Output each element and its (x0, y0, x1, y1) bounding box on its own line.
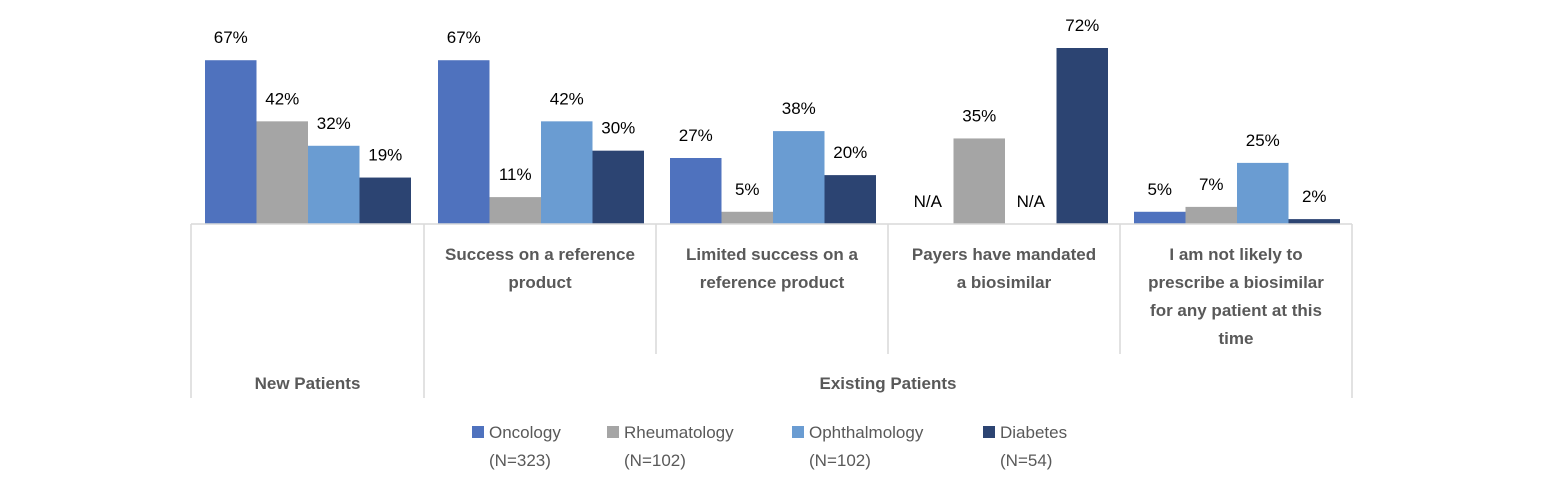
category-labels-layer: Success on a reference product Limited suc… (445, 245, 1324, 348)
bar-value-label: 38% (782, 99, 816, 118)
legend-sample-size: (N=102) (624, 451, 686, 470)
bar (773, 131, 825, 224)
group-label: New Patients (255, 374, 361, 393)
bar-value-label: 67% (214, 28, 248, 47)
bar-value-label: 19% (368, 146, 402, 165)
bar-value-label: 32% (317, 114, 351, 133)
bar (308, 145, 360, 224)
category-tick-label: time (1219, 329, 1254, 348)
bar (592, 150, 644, 224)
category-tick-label: Payers have mandated (912, 245, 1096, 264)
legend-swatch (472, 426, 484, 438)
bar (670, 158, 722, 224)
bar (953, 138, 1005, 224)
bar-value-label: 7% (1199, 175, 1224, 194)
bar-value-label: 20% (833, 143, 867, 162)
category-dividers (190, 223, 1353, 398)
category-tick-label: Limited success on a (686, 245, 858, 264)
bar-value-label: N/A (1017, 192, 1046, 211)
bar-value-label: 11% (499, 165, 532, 184)
bar (1237, 162, 1289, 224)
bar (824, 175, 876, 224)
bar (489, 197, 541, 224)
category-tick-label: a biosimilar (957, 273, 1052, 292)
legend-sample-size: (N=323) (489, 451, 551, 470)
legend-label: Diabetes (1000, 423, 1067, 442)
category-tick-label: prescribe a biosimilar (1148, 273, 1324, 292)
bar-value-label: 30% (601, 119, 635, 138)
bar-labels-layer: 67% 42% 32% 19% 67% 11% 42% 30% 27% 5% 38% 20% N/A 35… (214, 16, 1327, 211)
bar (438, 60, 490, 224)
bar (256, 121, 308, 224)
legend-label: Oncology (489, 423, 561, 442)
bar-value-label: 72% (1065, 16, 1099, 35)
bar-value-label: 25% (1246, 131, 1280, 150)
bar-value-label: 5% (1147, 180, 1172, 199)
bars-layer (205, 48, 1340, 224)
category-tick-label: for any patient at this (1150, 301, 1322, 320)
legend-label: Ophthalmology (809, 423, 924, 442)
category-tick-label: I am not likely to (1169, 245, 1302, 264)
bar (721, 211, 773, 224)
bar (1056, 48, 1108, 224)
bar (1185, 206, 1237, 224)
bar-value-label: 35% (962, 106, 996, 125)
bar-value-label: 67% (447, 28, 481, 47)
bar-value-label: N/A (914, 192, 943, 211)
category-tick-label: product (508, 273, 572, 292)
bar-value-label: 42% (265, 89, 299, 108)
bar (541, 121, 593, 224)
bar (205, 60, 257, 224)
category-tick-label: reference product (700, 273, 845, 292)
legend-swatch (607, 426, 619, 438)
bar-value-label: 2% (1302, 187, 1327, 206)
group-label: Existing Patients (820, 374, 957, 393)
legend-label: Rheumatology (624, 423, 734, 442)
bar (1134, 211, 1186, 224)
bar-value-label: 42% (550, 89, 584, 108)
legend-swatch (792, 426, 804, 438)
category-tick-label: Success on a reference (445, 245, 635, 264)
bar-value-label: 27% (679, 126, 713, 145)
legend-sample-size: (N=54) (1000, 451, 1052, 470)
group-labels-layer: New Patients Existing Patients (255, 374, 957, 393)
legend: Oncology (N=323) Rheumatology (N=102) Ophtha… (472, 423, 1067, 470)
bar (359, 177, 411, 224)
bar-value-label: 5% (735, 180, 760, 199)
legend-swatch (983, 426, 995, 438)
bar (1288, 219, 1340, 224)
legend-sample-size: (N=102) (809, 451, 871, 470)
